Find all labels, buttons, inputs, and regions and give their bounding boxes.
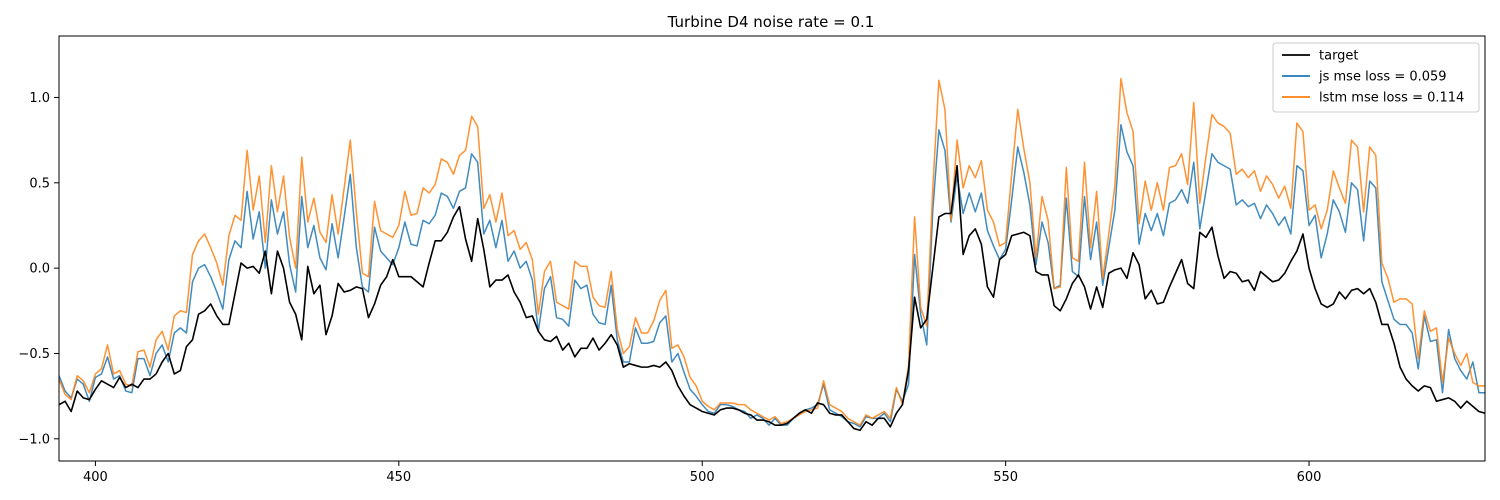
x-tick-label: 600	[1297, 470, 1322, 485]
legend-label-2: lstm mse loss = 0.114	[1319, 91, 1464, 106]
chart-title: Turbine D4 noise rate = 0.1	[667, 13, 875, 31]
legend-box	[1272, 42, 1480, 113]
legend-label-0: target	[1319, 49, 1359, 64]
y-tick-label: −1.0	[18, 432, 50, 447]
legend: target js mse loss = 0.059 lstm mse loss =…	[1272, 42, 1480, 113]
series-layer	[59, 77, 1485, 432]
x-tick-label: 500	[690, 470, 715, 485]
y-tick-label: 1.0	[29, 91, 50, 106]
y-tick-label: −0.5	[18, 347, 50, 362]
legend-label-1: js mse loss = 0.059	[1318, 70, 1447, 85]
x-tick-label: 450	[386, 470, 411, 485]
x-tick-label: 550	[993, 470, 1018, 485]
x-tick-label: 400	[83, 470, 108, 485]
series-line-1	[59, 124, 1485, 428]
series-line-2	[59, 77, 1485, 426]
plot-frame	[58, 35, 1486, 462]
y-axis: −1.0 −0.5 0.0 0.5 1.0	[18, 91, 59, 447]
series-line-0	[59, 164, 1485, 432]
x-axis: 400 450 500 550 600	[83, 461, 1321, 485]
y-tick-label: 0.5	[29, 176, 50, 191]
y-tick-label: 0.0	[29, 262, 50, 277]
